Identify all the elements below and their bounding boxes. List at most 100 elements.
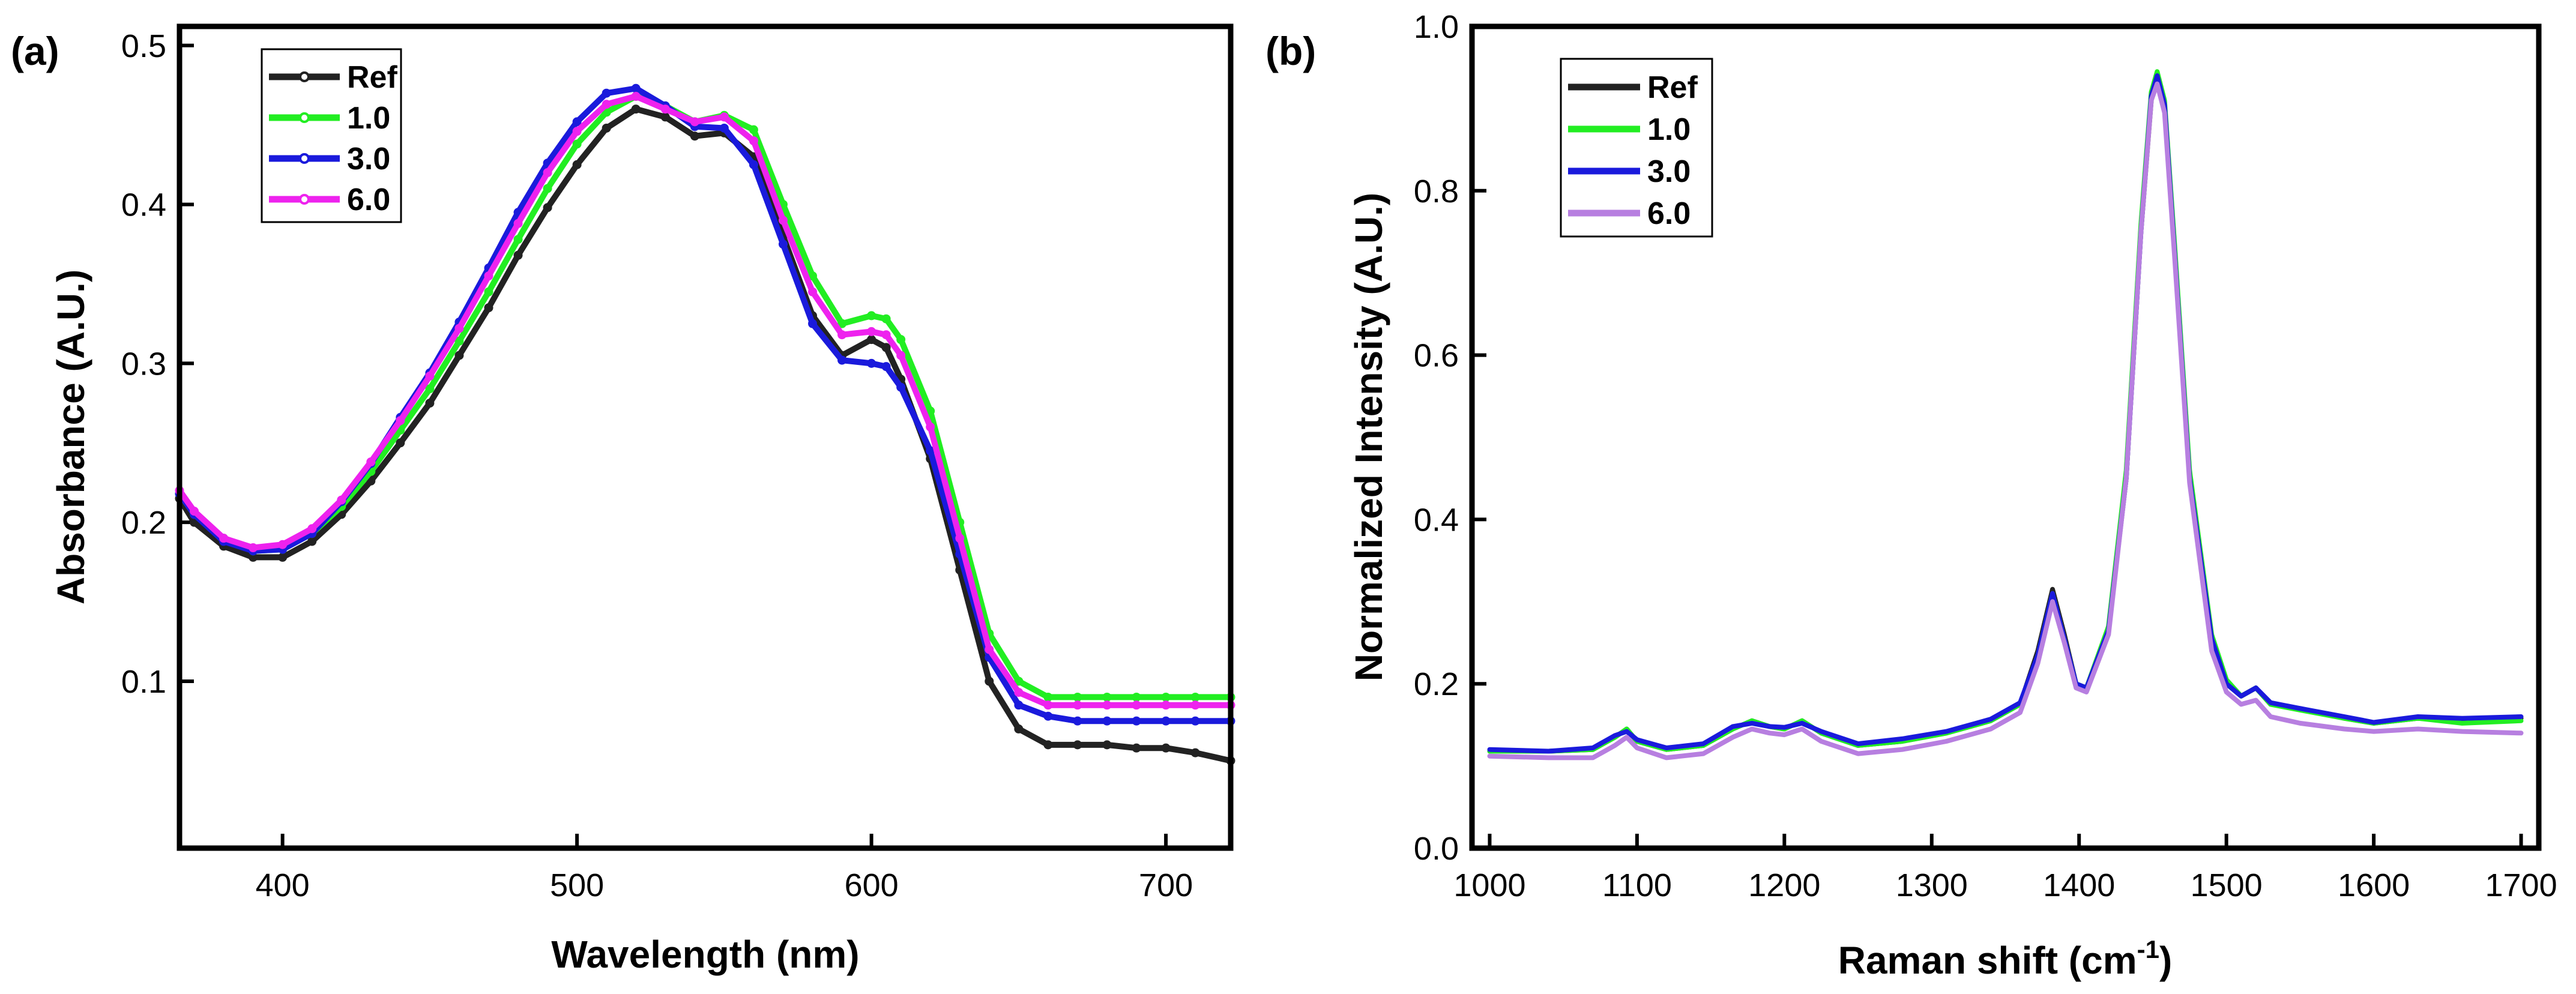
panel-a-x-axis-label: Wavelength (nm) bbox=[551, 933, 859, 976]
a-series-point bbox=[1132, 716, 1141, 726]
a-series-point bbox=[572, 117, 582, 127]
a-series-point bbox=[881, 330, 891, 340]
b-x-tick-label: 1200 bbox=[1748, 867, 1820, 903]
a-series-point bbox=[719, 112, 729, 122]
a-series-point bbox=[307, 524, 317, 534]
a-series-point bbox=[778, 239, 788, 249]
a-series-point bbox=[690, 117, 699, 127]
a-series-point bbox=[1014, 724, 1024, 733]
a-series-point bbox=[631, 104, 641, 114]
a-series-point bbox=[808, 319, 818, 328]
a-series-point bbox=[1014, 676, 1024, 686]
b-x-tick-label: 1100 bbox=[1602, 867, 1672, 903]
a-series-point bbox=[837, 319, 847, 328]
a-series-point bbox=[985, 676, 994, 686]
a-series-point bbox=[425, 384, 435, 394]
a-x-tick-label: 400 bbox=[256, 867, 310, 903]
a-series-point bbox=[602, 100, 611, 109]
a-series-point bbox=[1132, 700, 1141, 710]
a-series-point bbox=[572, 160, 582, 169]
a-series-point bbox=[543, 203, 552, 212]
panel-b-x-tick-labels: 1000 1100 1200 1300 1400 1500 1600 1700 bbox=[1453, 867, 2557, 903]
b-legend-label: Ref bbox=[1647, 70, 1698, 105]
a-series-point bbox=[985, 645, 994, 654]
a-x-tick-label: 700 bbox=[1139, 867, 1193, 903]
b-legend-label: 1.0 bbox=[1647, 112, 1691, 147]
a-series-point bbox=[690, 131, 699, 141]
a-series-point bbox=[1132, 743, 1141, 753]
a-y-tick-label: 0.5 bbox=[121, 28, 166, 64]
a-series-point bbox=[749, 160, 758, 169]
panel-b-plot-frame bbox=[1469, 23, 2542, 851]
a-series-point bbox=[926, 422, 935, 432]
a-series-point bbox=[190, 507, 199, 516]
a-series-point bbox=[719, 123, 729, 133]
a-series-point bbox=[513, 235, 523, 244]
a-series-point bbox=[1190, 748, 1200, 758]
b-y-tick-label: 0.6 bbox=[1414, 338, 1459, 374]
a-series-point bbox=[881, 343, 891, 352]
a-series-point bbox=[1043, 740, 1053, 750]
a-series-point bbox=[602, 88, 611, 98]
a-series-point bbox=[249, 543, 258, 553]
panel-a-legend: Ref 1.0 3.0 6.0 bbox=[261, 48, 402, 223]
panel-b-x-axis-label-superscript: -1 bbox=[2137, 935, 2159, 963]
b-x-tick-label: 1000 bbox=[1453, 867, 1525, 903]
b-y-tick-label: 0.8 bbox=[1414, 173, 1459, 209]
a-series-point bbox=[749, 136, 758, 146]
b-legend-label: 6.0 bbox=[1647, 196, 1691, 231]
panel-b-y-axis-label: Normalized Intensity (A.U.) bbox=[1347, 193, 1390, 681]
a-series-point bbox=[881, 362, 891, 372]
b-y-tick-label: 1.0 bbox=[1414, 9, 1459, 45]
a-series-point bbox=[366, 476, 376, 486]
a-legend-marker bbox=[299, 71, 310, 82]
panel-b-series-group bbox=[1487, 69, 2524, 761]
panel-a-x-tick-labels: 400 500 600 700 bbox=[256, 867, 1193, 903]
a-series-point bbox=[808, 287, 818, 297]
a-series-point bbox=[396, 438, 405, 448]
panel-a-series-group bbox=[175, 83, 1235, 765]
a-series-point bbox=[484, 271, 493, 281]
a-series-point bbox=[425, 372, 435, 381]
a-series-point bbox=[1190, 716, 1200, 726]
a-series-point bbox=[425, 399, 435, 408]
b-x-tick-label: 1400 bbox=[2043, 867, 2115, 903]
a-legend-label: 3.0 bbox=[347, 142, 390, 176]
a-y-tick-label: 0.3 bbox=[121, 346, 166, 382]
a-legend-marker bbox=[299, 153, 310, 164]
b-y-tick-label: 0.2 bbox=[1414, 666, 1459, 702]
a-series-point bbox=[749, 125, 758, 134]
a-series-point bbox=[631, 92, 641, 101]
a-series-point bbox=[955, 534, 965, 543]
a-series-point bbox=[867, 327, 876, 336]
a-series-point bbox=[484, 303, 493, 313]
panel-b-x-axis-label: Raman shift (cm-1) bbox=[1838, 935, 2173, 982]
a-series-point bbox=[1161, 700, 1171, 710]
a-series-point bbox=[1102, 700, 1112, 710]
a-series-point bbox=[1014, 687, 1024, 697]
a-legend-marker bbox=[299, 112, 310, 123]
panel-b-y-tick-labels: 0.0 0.2 0.4 0.6 0.8 1.0 bbox=[1414, 9, 1459, 867]
a-series-point bbox=[396, 416, 405, 426]
a-series-point bbox=[572, 127, 582, 136]
a-series-point bbox=[1073, 700, 1082, 710]
a-series-point bbox=[778, 215, 788, 225]
a-series-point bbox=[837, 355, 847, 365]
b-x-tick-label: 1500 bbox=[2191, 867, 2263, 903]
a-series-point bbox=[454, 351, 464, 360]
panel-a-y-tick-labels: 0.1 0.2 0.3 0.4 0.5 bbox=[121, 28, 166, 700]
a-series-point bbox=[1073, 740, 1082, 750]
a-y-tick-label: 0.2 bbox=[121, 505, 166, 541]
a-legend-label: 1.0 bbox=[347, 101, 390, 136]
a-legend-label: 6.0 bbox=[347, 182, 390, 217]
a-series-line-ref bbox=[176, 106, 1234, 764]
a-series-point bbox=[1161, 743, 1171, 753]
a-x-tick-label: 600 bbox=[845, 867, 899, 903]
a-series-point bbox=[278, 540, 288, 549]
a-series-point bbox=[1043, 700, 1053, 710]
a-series-point bbox=[337, 495, 346, 505]
panel-a-plot-frame bbox=[176, 23, 1234, 851]
panel-b-legend: Ref 1.0 3.0 6.0 bbox=[1560, 58, 1713, 238]
a-series-point bbox=[881, 314, 891, 324]
